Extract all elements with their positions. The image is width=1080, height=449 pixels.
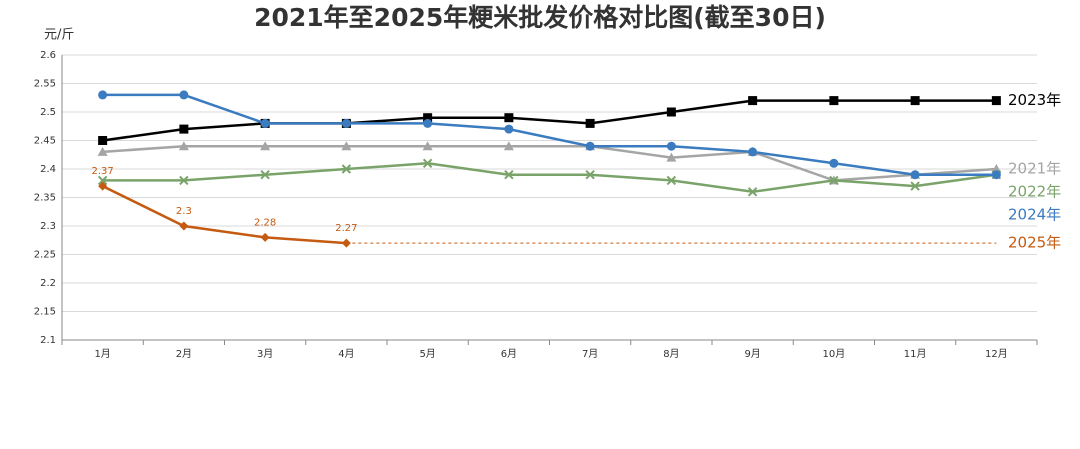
marker xyxy=(991,164,1002,173)
x-tick-label: 11月 xyxy=(904,348,927,360)
marker xyxy=(503,141,514,151)
marker xyxy=(666,141,676,151)
y-tick-label: 2.3 xyxy=(40,221,56,232)
marker xyxy=(341,238,351,248)
marker xyxy=(747,187,758,197)
marker xyxy=(829,158,839,168)
marker xyxy=(423,113,433,123)
x-tick-label: 5月 xyxy=(419,348,435,360)
y-axis-label: 元/斤 xyxy=(44,28,74,43)
marker xyxy=(585,118,595,128)
x-tick-label: 10月 xyxy=(823,348,846,360)
chart-title: 2021年至2025年粳米批发价格对比图(截至30日) xyxy=(254,3,826,32)
marker xyxy=(423,118,433,128)
marker xyxy=(341,141,352,151)
marker xyxy=(97,146,108,156)
marker xyxy=(910,96,920,106)
legend-label: 2025年 xyxy=(1008,234,1061,252)
marker xyxy=(260,169,270,180)
marker xyxy=(422,141,433,151)
legend-label: 2022年 xyxy=(1008,183,1061,201)
marker xyxy=(504,113,514,123)
marker xyxy=(910,170,920,180)
y-tick-label: 2.1 xyxy=(40,335,56,346)
x-tick-label: 6月 xyxy=(501,348,517,360)
marker xyxy=(991,96,1001,106)
y-tick-label: 2.15 xyxy=(34,307,56,318)
y-tick-label: 2.5 xyxy=(40,107,56,118)
series-line xyxy=(102,162,997,194)
marker xyxy=(98,136,108,145)
marker xyxy=(666,152,677,162)
marker xyxy=(666,175,677,186)
marker xyxy=(991,170,1001,180)
marker xyxy=(260,141,271,151)
marker xyxy=(829,175,839,186)
marker xyxy=(179,124,189,134)
marker xyxy=(260,118,270,128)
marker xyxy=(341,118,351,128)
y-tick-label: 2.55 xyxy=(34,79,56,90)
x-tick-label: 9月 xyxy=(744,348,760,360)
marker xyxy=(585,169,595,180)
marker xyxy=(97,175,108,186)
marker xyxy=(178,141,189,151)
data-label: 2.3 xyxy=(176,206,192,217)
x-tick-label: 4月 xyxy=(338,348,354,360)
x-tick-label: 8月 xyxy=(663,348,679,360)
data-label: 2.28 xyxy=(254,217,276,228)
marker xyxy=(422,158,433,169)
marker xyxy=(748,147,758,157)
marker xyxy=(179,90,189,100)
y-tick-label: 2.2 xyxy=(40,278,56,289)
x-tick-label: 7月 xyxy=(582,348,598,360)
series-line xyxy=(102,184,347,245)
marker xyxy=(666,107,676,117)
series-line xyxy=(102,144,997,182)
marker xyxy=(585,141,595,151)
marker xyxy=(504,169,514,180)
x-tick-label: 2月 xyxy=(176,348,192,360)
y-tick-label: 2.6 xyxy=(40,50,56,61)
marker xyxy=(748,96,758,106)
x-tick-label: 3月 xyxy=(257,348,273,360)
legend-label: 2023年 xyxy=(1008,91,1061,109)
marker xyxy=(829,96,839,106)
marker xyxy=(341,164,352,174)
y-tick-label: 2.25 xyxy=(34,250,56,261)
marker xyxy=(179,221,189,231)
y-tick-label: 2.45 xyxy=(34,136,56,147)
y-tick-label: 2.35 xyxy=(34,193,56,204)
legend-label: 2021年 xyxy=(1008,160,1061,178)
marker xyxy=(98,90,108,100)
x-tick-label: 12月 xyxy=(985,348,1008,360)
x-tick-label: 1月 xyxy=(94,348,110,360)
series-line xyxy=(102,99,997,142)
marker xyxy=(179,175,189,186)
marker xyxy=(504,124,514,134)
y-tick-label: 2.4 xyxy=(40,164,56,175)
data-label: 2.27 xyxy=(335,223,357,234)
marker xyxy=(98,181,108,191)
marker xyxy=(910,181,920,191)
legend-label: 2024年 xyxy=(1008,206,1061,224)
marker xyxy=(260,232,270,242)
data-label: 2.37 xyxy=(91,166,113,177)
series-line xyxy=(102,93,997,176)
